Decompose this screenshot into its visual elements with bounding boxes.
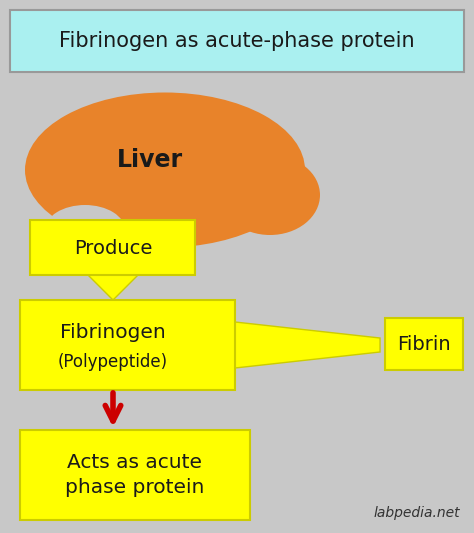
Text: labpedia.net: labpedia.net [374, 506, 460, 520]
FancyBboxPatch shape [20, 430, 250, 520]
FancyBboxPatch shape [20, 300, 235, 390]
Text: Fibrin: Fibrin [397, 335, 451, 353]
Polygon shape [88, 275, 138, 300]
Ellipse shape [220, 155, 320, 235]
Text: Produce: Produce [74, 238, 152, 257]
FancyBboxPatch shape [385, 318, 463, 370]
Text: Acts as acute
phase protein: Acts as acute phase protein [65, 453, 205, 497]
Text: Liver: Liver [117, 148, 183, 172]
Ellipse shape [25, 93, 305, 247]
FancyBboxPatch shape [10, 10, 464, 72]
FancyBboxPatch shape [30, 220, 195, 275]
Ellipse shape [45, 205, 125, 255]
Text: Fibrinogen as acute-phase protein: Fibrinogen as acute-phase protein [59, 31, 415, 51]
Polygon shape [235, 322, 380, 368]
Text: Fibrinogen: Fibrinogen [60, 322, 166, 342]
Text: (Polypeptide): (Polypeptide) [58, 353, 168, 371]
